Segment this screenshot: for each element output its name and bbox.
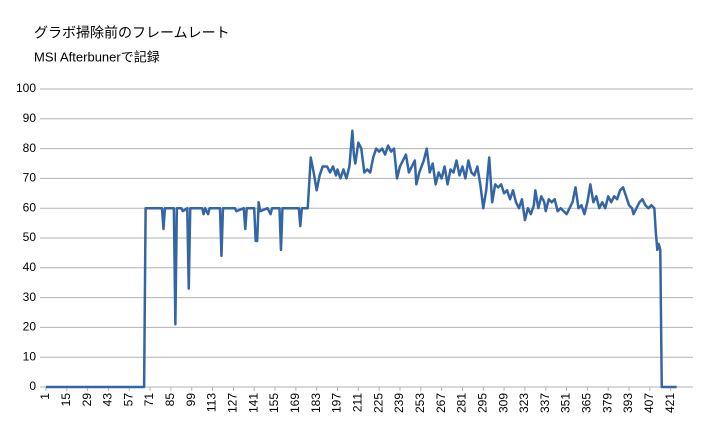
x-tick-label: 393 bbox=[621, 393, 635, 413]
y-tick-label: 30 bbox=[23, 290, 37, 304]
y-tick-label: 90 bbox=[23, 111, 37, 125]
y-tick-label: 10 bbox=[23, 349, 37, 363]
x-tick-label: 211 bbox=[350, 393, 364, 412]
x-tick-label: 421 bbox=[663, 393, 677, 413]
x-tick-label: 295 bbox=[475, 393, 489, 413]
x-tick-label: 113 bbox=[205, 393, 219, 412]
x-tick-label: 169 bbox=[288, 393, 302, 413]
x-tick-label: 379 bbox=[600, 393, 614, 413]
x-tick-label: 225 bbox=[371, 393, 385, 413]
x-tick-label: 127 bbox=[226, 393, 240, 413]
x-tick-label: 85 bbox=[163, 393, 177, 407]
x-tick-label: 155 bbox=[267, 393, 281, 413]
y-tick-label: 50 bbox=[23, 230, 37, 244]
x-tick-label: 407 bbox=[642, 393, 656, 413]
y-tick-label: 80 bbox=[23, 141, 37, 155]
x-tick-label: 29 bbox=[80, 393, 94, 407]
x-tick-label: 1 bbox=[38, 393, 52, 400]
y-tick-label: 20 bbox=[23, 320, 37, 334]
x-tick-label: 141 bbox=[246, 393, 260, 413]
x-tick-label: 323 bbox=[517, 393, 531, 413]
chart-title: グラボ掃除前のフレームレート bbox=[34, 25, 230, 41]
x-tick-label: 309 bbox=[496, 393, 510, 413]
y-tick-label: 0 bbox=[29, 379, 36, 393]
x-tick-label: 99 bbox=[184, 393, 198, 407]
y-tick-label: 40 bbox=[23, 260, 37, 274]
x-tick-label: 365 bbox=[580, 393, 594, 413]
x-tick-label: 197 bbox=[330, 393, 344, 413]
x-tick-label: 71 bbox=[142, 393, 156, 407]
x-tick-label: 281 bbox=[455, 393, 469, 413]
data-line bbox=[45, 129, 677, 389]
x-tick-label: 253 bbox=[413, 393, 427, 413]
y-tick-label: 100 bbox=[16, 81, 36, 95]
x-tick-label: 183 bbox=[309, 393, 323, 413]
x-tick-label: 43 bbox=[101, 393, 115, 407]
x-tick-label: 239 bbox=[392, 393, 406, 413]
y-tick-label: 60 bbox=[23, 200, 37, 214]
x-tick-label: 15 bbox=[59, 393, 73, 407]
x-tick-label: 351 bbox=[559, 393, 573, 413]
chart-subtitle: MSI Afterbunerで記録 bbox=[34, 49, 160, 64]
x-tick-label: 267 bbox=[434, 393, 448, 413]
y-tick-label: 70 bbox=[23, 171, 37, 185]
x-tick-label: 337 bbox=[538, 393, 552, 413]
x-tick-label: 57 bbox=[121, 393, 135, 407]
